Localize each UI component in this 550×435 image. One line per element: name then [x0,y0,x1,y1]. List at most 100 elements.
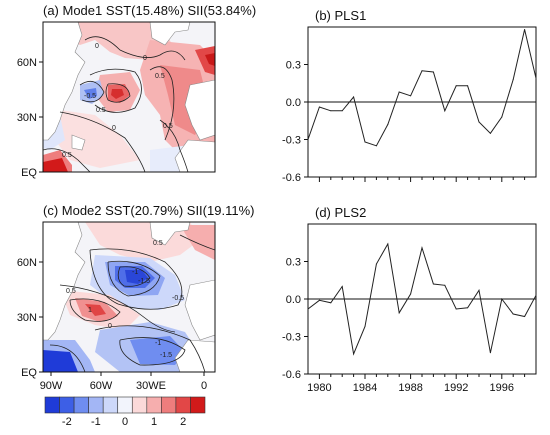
data-point [432,71,434,73]
data-point [398,312,400,314]
data-point [524,29,526,30]
contour-label: 0 [143,55,147,62]
data-point [387,124,389,125]
map-c-contour-labels: 0.5 -1 -1.5 1 0.5 0 -0.5 -1 -1.5 [66,240,184,359]
data-point [364,326,366,327]
colorbar-cell [146,396,162,414]
pls1-series [307,29,537,147]
data-point [307,139,309,140]
y-tick-label: 0.0 [286,294,301,306]
lat-label: 30N [17,112,37,124]
lat-label: EQ [21,367,37,379]
contour-label: 0.5 [155,73,165,80]
colorbar-label: -2 [62,416,72,428]
data-point [478,121,480,123]
contour-label: -1.5 [138,278,150,285]
lat-label: EQ [21,167,37,179]
data-point [387,243,389,245]
data-point [524,316,526,317]
x-tick-label: 1992 [444,382,468,394]
colorbar-cell [44,396,60,414]
map-c-anomaly-field [43,222,215,372]
data-point [489,132,491,134]
colorbar-cell [73,396,89,414]
lat-label: 60N [17,57,37,69]
colorbar-label: 2 [180,416,186,428]
pls2-axes: 0.3 0.0 -0.3 -0.6 1980 1984 1988 1992 1996 [282,223,537,394]
data-point [535,77,537,79]
colorbar-labels: -2 -1 0 1 2 [62,416,186,428]
contour-label: -0.5 [84,93,96,100]
data-point [421,70,423,72]
contour-label: 0 [95,43,99,50]
data-point [455,85,457,87]
data-point [318,106,320,108]
contour-label: 0.5 [66,288,76,295]
data-point [432,283,434,285]
data-point [375,263,377,265]
data-point [330,302,332,304]
x-tick-label: 1980 [307,382,331,394]
lon-label: 0 [201,380,207,392]
contour-label: -1 [155,340,161,347]
lon-label: 90W [40,380,63,392]
contour-label: -0.5 [172,295,184,302]
data-point [341,110,343,112]
data-point [478,289,480,291]
x-tick-label: 1988 [398,382,422,394]
data-point [364,141,366,143]
colorbar-cells [44,396,206,414]
lat-label: 30N [17,312,37,324]
map-panel-c: (c) Mode2 SST(20.79%) SII(19.11%) [17,203,255,392]
line-panel-b: (b) PLS1 0.3 0.0 -0.3 -0.6 [282,8,537,184]
data-point [410,95,412,97]
colorbar-label: 0 [122,416,128,428]
map-a-contours [43,36,189,172]
map-panel-a: (a) Mode1 SST(15.48%) SII(53.84%) [17,3,256,179]
colorbar: -2 -1 0 1 2 [44,396,206,428]
pls1-axes: 0.3 0.0 -0.3 -0.6 [282,26,537,184]
data-point [444,284,446,286]
map-a-land [43,22,215,172]
colorbar-cell [161,396,177,414]
data-point [467,85,469,87]
data-point [512,79,514,80]
data-point [444,110,446,112]
data-point [307,308,309,310]
map-c-land [43,222,215,372]
data-point [330,110,332,112]
contour-label: 0.5 [62,152,72,159]
data-point [353,353,355,355]
contour-label: -1.5 [160,352,172,359]
data-point [512,313,514,315]
pls1-title: (b) PLS1 [315,8,366,23]
colorbar-cell [88,396,104,414]
data-point [410,293,412,295]
colorbar-cell [117,396,133,414]
data-point [318,299,320,301]
y-tick-label: 0.3 [286,60,301,72]
lat-label: 60N [17,257,37,269]
y-tick-label: 0.3 [286,257,301,269]
y-tick-label: -0.6 [282,369,301,381]
data-point [501,116,503,118]
contour-label: -1 [132,269,138,276]
contour-label: 0.5 [96,107,106,114]
map-c-contours [49,234,215,372]
data-point [398,91,400,93]
colorbar-cell [190,396,206,414]
map-c-title: (c) Mode2 SST(20.79%) SII(19.11%) [43,203,254,218]
map-a-contour-labels: 0.5 0 -0.5 0.5 0 0.5 0 0.5 [62,43,173,159]
colorbar-cell [59,396,75,414]
contour-label: 0 [112,125,116,132]
contour-label: 1 [88,307,92,314]
data-point [341,286,343,287]
colorbar-label: -1 [91,416,101,428]
map-a-lat-axis [39,61,43,173]
lon-label: 60W [90,380,113,392]
colorbar-cell [102,396,119,414]
data-point [467,307,469,309]
x-tick-label: 1996 [490,382,514,394]
data-point [535,294,537,296]
